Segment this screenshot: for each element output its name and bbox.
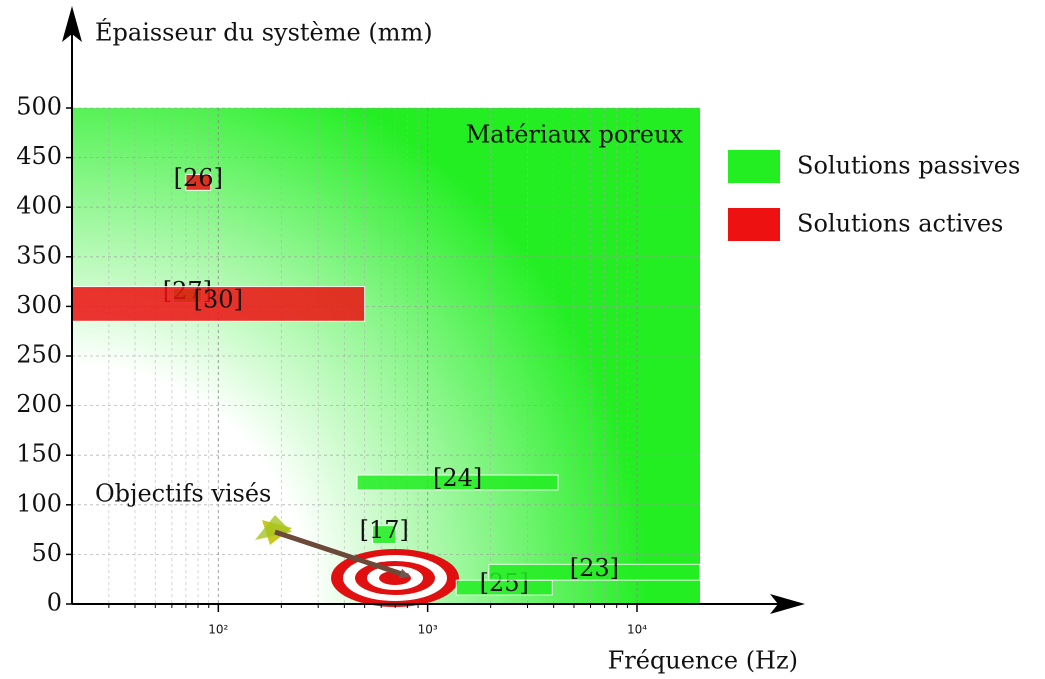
y-tick-label: 350: [16, 241, 62, 269]
x-axis-title: Fréquence (Hz): [608, 647, 798, 675]
range-bar: [356, 474, 559, 491]
bar-label: [24]: [433, 464, 482, 492]
y-tick-label: 50: [31, 539, 62, 567]
range-bar: [185, 173, 212, 191]
legend-swatch: [728, 208, 780, 241]
legend-swatch: [728, 150, 780, 183]
bar-label: [23]: [570, 554, 619, 582]
annotation: Objectifs visés: [95, 480, 271, 508]
bar-label: [30]: [194, 285, 243, 313]
x-tick-label: 10⁴: [627, 623, 647, 637]
y-tick-label: 450: [16, 142, 62, 170]
y-tick-label: 200: [16, 390, 62, 418]
x-axis-arrow: [770, 594, 805, 614]
range-bar: [71, 286, 366, 322]
x-tick-label: 10³: [418, 623, 438, 637]
range-bar: [372, 525, 397, 544]
y-tick-label: 100: [16, 489, 62, 517]
y-tick-label: 0: [47, 589, 62, 617]
range-bar: [488, 563, 701, 581]
y-axis-title: Épaisseur du système (mm): [95, 18, 433, 47]
y-axis-arrow: [62, 6, 82, 42]
y-tick-label: 400: [16, 192, 62, 220]
y-tick-label: 300: [16, 291, 62, 319]
y-tick-label: 500: [16, 93, 62, 121]
legend-label: Solutions passives: [797, 152, 1020, 180]
bar-label: [26]: [174, 164, 223, 192]
grid: [72, 107, 700, 605]
target: [255, 515, 459, 607]
y-tick-label: 150: [16, 440, 62, 468]
x-tick-label: 10²: [208, 623, 228, 637]
bar-label: [17]: [360, 516, 409, 544]
legend-label: Solutions actives: [797, 210, 1003, 238]
y-tick-label: 250: [16, 341, 62, 369]
annotation: Matériaux poreux: [466, 121, 684, 149]
bars: [27][24][17][25][23][26][30]: [71, 164, 701, 597]
